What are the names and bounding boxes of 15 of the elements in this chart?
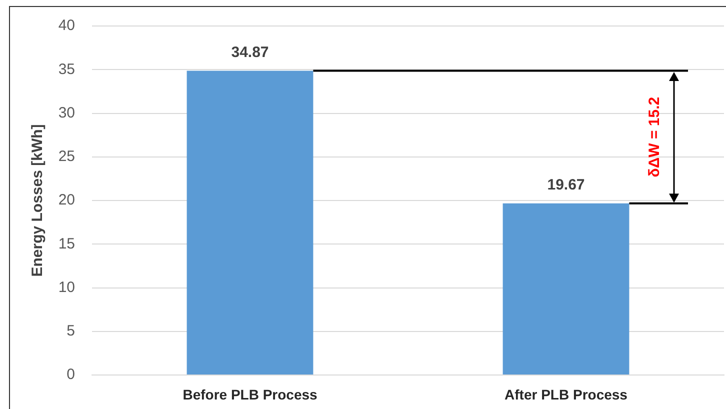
data-label: 34.87 <box>231 44 269 61</box>
data-label: 19.67 <box>547 176 585 194</box>
y-tick-label: 35 <box>58 60 75 78</box>
y-tick-label: 5 <box>66 322 75 340</box>
y-tick-label: 30 <box>58 104 75 122</box>
y-tick-label: 40 <box>58 17 75 34</box>
y-tick-label: 25 <box>58 148 75 166</box>
x-tick-label: Before PLB Process <box>182 386 318 402</box>
y-tick-label: 15 <box>58 235 75 252</box>
annotation: δΔW = 15.2 <box>646 96 664 178</box>
x-tick-label: After PLB Process <box>504 386 628 402</box>
y-axis-title: Energy Losses [kWh] <box>29 124 46 277</box>
y-tick-label: 10 <box>58 278 75 296</box>
y-tick-label: 0 <box>66 366 75 384</box>
y-tick-label: 20 <box>58 192 75 209</box>
